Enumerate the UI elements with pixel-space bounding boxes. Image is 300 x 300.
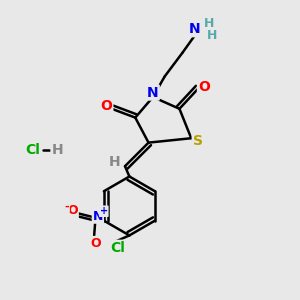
Text: O: O <box>90 237 101 250</box>
Text: Cl: Cl <box>110 241 125 255</box>
Text: S: S <box>193 134 203 148</box>
Text: O: O <box>100 99 112 113</box>
Text: N: N <box>147 85 159 100</box>
Text: H: H <box>51 143 63 157</box>
Text: -: - <box>64 202 69 212</box>
Text: N: N <box>189 22 201 36</box>
Text: N: N <box>93 210 103 223</box>
Text: +: + <box>100 206 108 216</box>
Text: O: O <box>198 80 210 94</box>
Text: H: H <box>109 155 121 169</box>
Text: Cl: Cl <box>25 143 40 157</box>
Text: H: H <box>204 17 214 30</box>
Text: O: O <box>67 205 78 218</box>
Text: H: H <box>207 29 217 42</box>
